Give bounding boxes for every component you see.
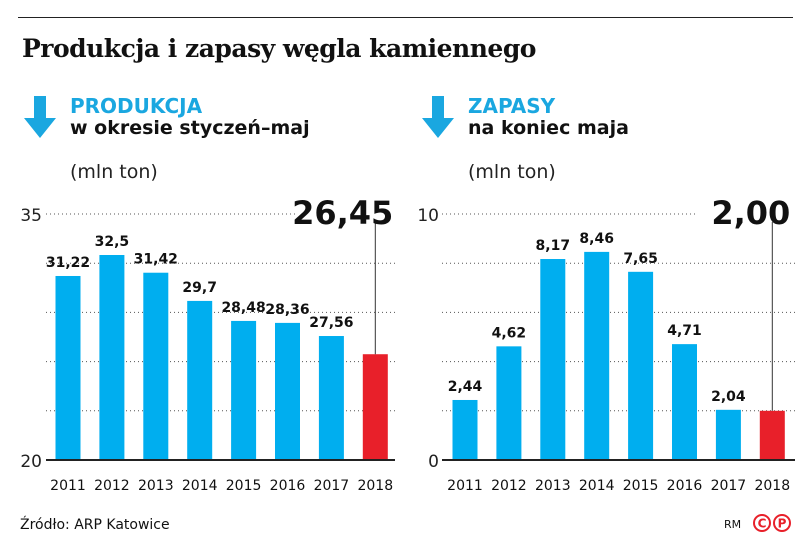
bar-2014 xyxy=(584,251,610,460)
bar-2015 xyxy=(231,320,257,460)
bar-2014 xyxy=(187,300,213,460)
bar-2011 xyxy=(55,275,81,460)
right-subheading: na koniec maja xyxy=(468,117,629,139)
x-tick-label: 2014 xyxy=(182,478,218,494)
author-credit: RM xyxy=(724,518,742,531)
x-tick-label: 2013 xyxy=(138,478,174,494)
data-label: 2,44 xyxy=(448,379,483,395)
y-tick-label: 10 xyxy=(417,206,439,226)
data-label: 28,48 xyxy=(221,300,265,316)
bar-2011 xyxy=(452,399,478,460)
bar-2018 xyxy=(362,354,388,460)
y-tick-label: 20 xyxy=(20,452,42,472)
x-tick-label: 2013 xyxy=(535,478,571,494)
left-subheading: w okresie styczeń–maj xyxy=(70,117,310,139)
data-label-highlight: 2,00 xyxy=(711,194,790,232)
bar-2017 xyxy=(318,336,344,460)
data-label: 8,17 xyxy=(536,238,571,254)
x-tick-label: 2012 xyxy=(94,478,130,494)
bar-2013 xyxy=(143,272,169,460)
bar-2016 xyxy=(672,344,697,460)
data-label: 7,65 xyxy=(623,251,658,267)
x-tick-label: 2012 xyxy=(491,478,527,494)
left-heading: PRODUKCJA xyxy=(70,94,203,118)
data-label-highlight: 26,45 xyxy=(292,194,393,232)
right-unit: (mln ton) xyxy=(468,161,556,183)
x-tick-label: 2018 xyxy=(357,478,393,494)
x-tick-label: 2016 xyxy=(667,478,703,494)
arrow-down-icon xyxy=(24,96,56,138)
data-label: 28,36 xyxy=(265,302,309,318)
x-tick-label: 2016 xyxy=(270,478,306,494)
data-label: 31,42 xyxy=(134,252,178,268)
source-note: Źródło: ARP Katowice xyxy=(20,517,170,533)
svg-text:C: C xyxy=(758,517,767,531)
x-tick-label: 2015 xyxy=(623,478,659,494)
top-rule xyxy=(18,17,793,18)
page-title: Produkcja i zapasy węgla kamiennego xyxy=(22,34,536,63)
left-unit: (mln ton) xyxy=(70,161,158,183)
x-tick-label: 2017 xyxy=(314,478,350,494)
bar-2013 xyxy=(540,259,566,460)
data-label: 2,04 xyxy=(711,389,746,405)
data-label: 31,22 xyxy=(46,255,90,271)
x-tick-label: 2014 xyxy=(579,478,615,494)
publisher-logo: C P xyxy=(753,514,791,532)
data-label: 27,56 xyxy=(309,315,353,331)
data-label: 8,46 xyxy=(579,231,614,247)
bar-2012 xyxy=(99,255,125,460)
arrow-down-icon xyxy=(422,96,454,138)
y-tick-label: 0 xyxy=(428,452,439,472)
x-tick-label: 2017 xyxy=(711,478,747,494)
data-label: 32,5 xyxy=(95,234,130,250)
x-tick-label: 2018 xyxy=(754,478,790,494)
bar-2018 xyxy=(759,410,785,460)
data-label: 4,71 xyxy=(667,323,702,339)
y-tick-label: 35 xyxy=(20,206,42,226)
data-label: 29,7 xyxy=(182,280,217,296)
x-tick-label: 2011 xyxy=(447,478,483,494)
bar-2012 xyxy=(496,346,522,460)
bar-2016 xyxy=(275,322,300,460)
data-label: 4,62 xyxy=(492,325,527,341)
svg-text:P: P xyxy=(778,517,787,531)
right-heading: ZAPASY xyxy=(468,94,556,118)
bar-2017 xyxy=(715,409,741,460)
bar-2015 xyxy=(628,271,654,460)
x-tick-label: 2011 xyxy=(50,478,86,494)
x-tick-label: 2015 xyxy=(226,478,262,494)
